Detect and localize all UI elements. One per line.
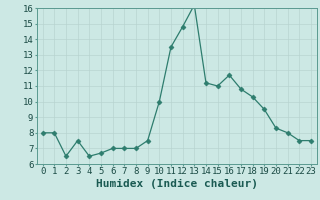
X-axis label: Humidex (Indice chaleur): Humidex (Indice chaleur) [96,179,258,189]
